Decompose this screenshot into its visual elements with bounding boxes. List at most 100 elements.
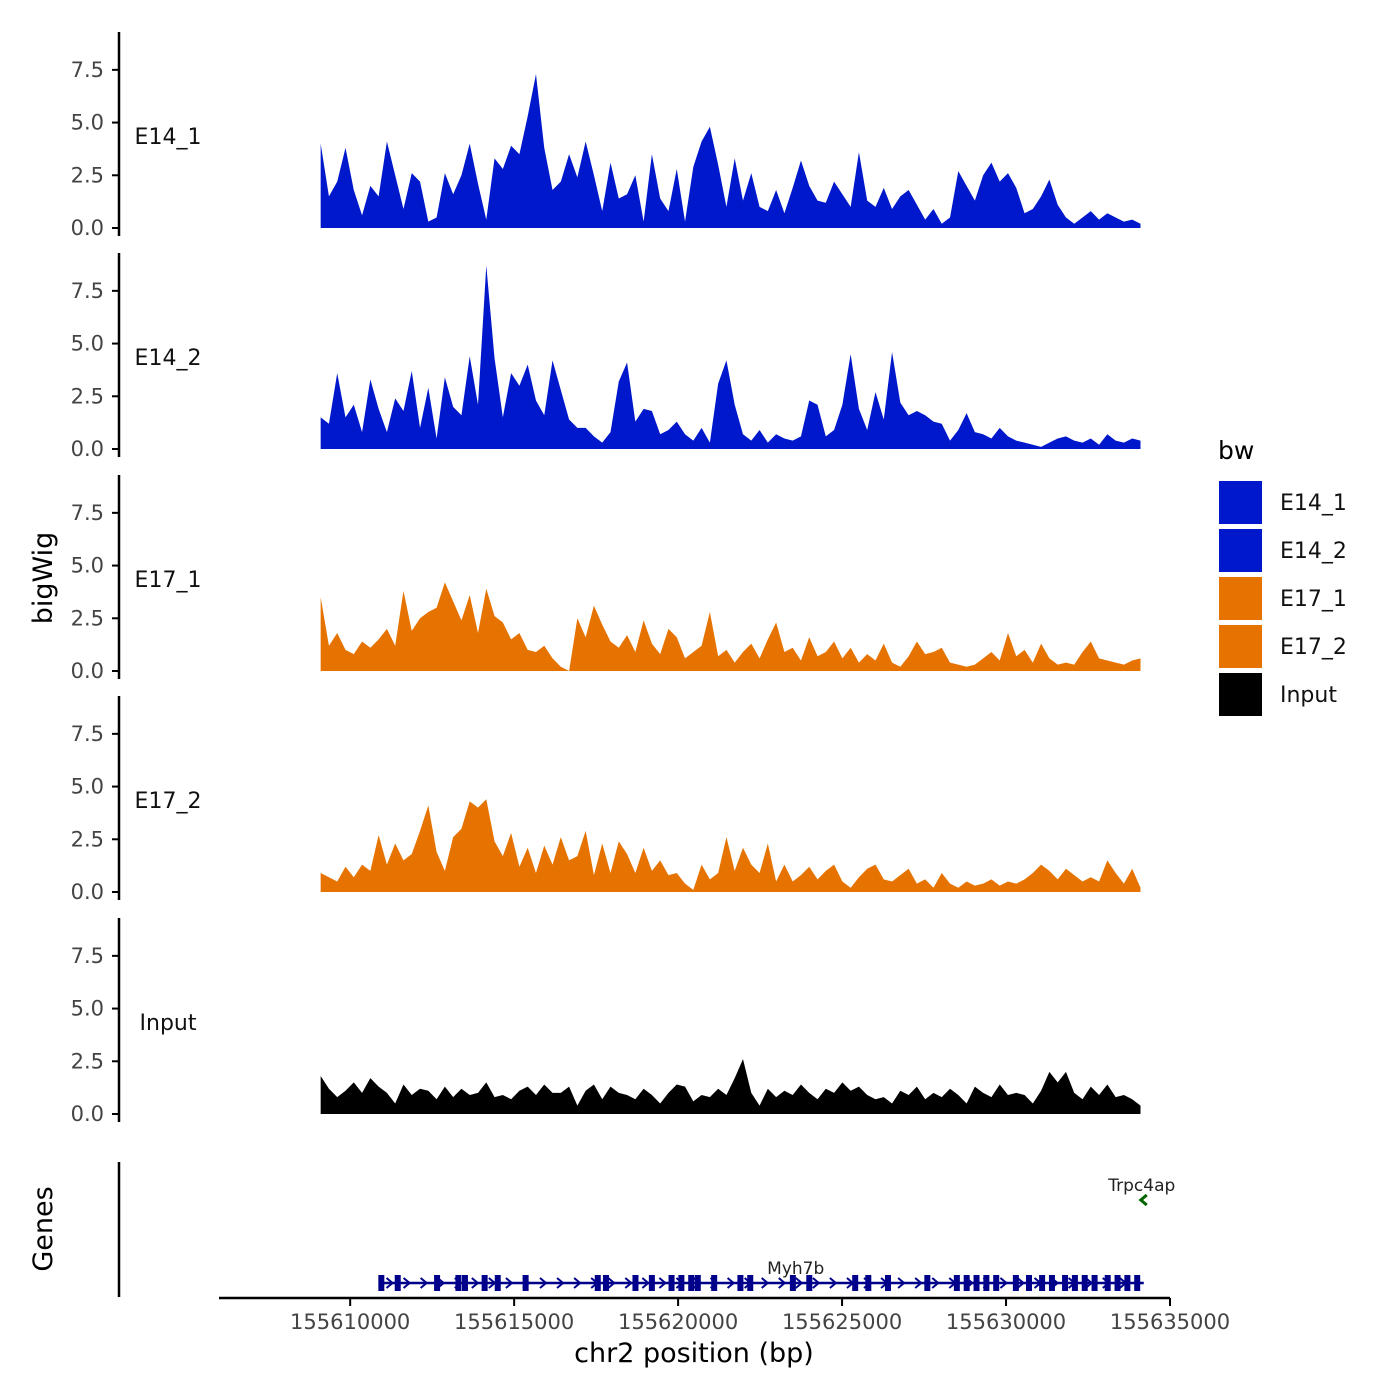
signal-area-E14_2 bbox=[320, 265, 1141, 449]
x-axis: 155610000 155615000 155620000 155625000 1556… bbox=[219, 1296, 1230, 1334]
legend-label: E17_2 bbox=[1280, 635, 1347, 660]
y-tick-label: 5.0 bbox=[71, 554, 104, 578]
strand-arrow bbox=[385, 1277, 395, 1289]
exon bbox=[1025, 1275, 1032, 1291]
gene-Trpc4ap: Trpc4ap bbox=[1107, 1176, 1175, 1207]
y-tick-label: 5.0 bbox=[71, 775, 104, 799]
exon bbox=[1114, 1275, 1121, 1291]
track-label: E14_1 bbox=[135, 125, 202, 150]
y-tick-label: 5.0 bbox=[71, 111, 104, 135]
exon bbox=[694, 1275, 701, 1291]
exon bbox=[1124, 1275, 1131, 1291]
exon bbox=[481, 1275, 488, 1291]
y-axis-title: bigWig bbox=[28, 532, 59, 625]
signal-tracks: 0.0 2.5 5.0 7.5 E14_1 0.0 2.5 5.0 7.5 E14_2 0.0 2.5… bbox=[71, 32, 1141, 1126]
strand-arrow bbox=[812, 1277, 821, 1289]
exon bbox=[963, 1275, 970, 1291]
exon bbox=[711, 1275, 718, 1291]
x-tick-label: 155630000 bbox=[946, 1310, 1066, 1334]
strand-arrow bbox=[931, 1277, 940, 1289]
exon bbox=[1071, 1275, 1078, 1291]
exon bbox=[1091, 1275, 1098, 1291]
strand-arrow bbox=[778, 1277, 787, 1289]
strand-arrow bbox=[897, 1277, 906, 1289]
track-Input: 0.0 2.5 5.0 7.5 Input bbox=[71, 918, 1141, 1126]
track-label: E17_1 bbox=[135, 568, 202, 593]
y-tick-label: 0.0 bbox=[71, 880, 104, 904]
signal-area-E17_1 bbox=[320, 582, 1141, 671]
track-label: Input bbox=[140, 1011, 197, 1036]
y-tick-label: 7.5 bbox=[71, 501, 104, 525]
exon bbox=[632, 1275, 639, 1291]
exon bbox=[737, 1275, 744, 1291]
gene-Myh7b: Myh7b bbox=[378, 1259, 1144, 1291]
exon bbox=[461, 1275, 468, 1291]
strand-arrow bbox=[539, 1277, 548, 1289]
strand-arrow bbox=[607, 1277, 616, 1289]
strand-arrow bbox=[402, 1277, 412, 1289]
legend-title: bw bbox=[1218, 436, 1254, 465]
exon bbox=[602, 1275, 609, 1291]
exon bbox=[1081, 1275, 1088, 1291]
strand-arrow bbox=[1016, 1277, 1026, 1289]
strand-arrow bbox=[726, 1277, 736, 1289]
strand-arrow bbox=[505, 1277, 514, 1289]
legend: bw E14_1 E14_2 E17_1 E17_2 Input bbox=[1217, 436, 1347, 718]
exon bbox=[594, 1275, 601, 1291]
legend-swatch-E17_1 bbox=[1217, 575, 1264, 622]
legend-swatch-E14_2 bbox=[1217, 527, 1264, 574]
y-tick-label: 7.5 bbox=[71, 722, 104, 746]
exon bbox=[378, 1275, 385, 1291]
y-tick-label: 2.5 bbox=[71, 606, 104, 630]
track-E14_1: 0.0 2.5 5.0 7.5 E14_1 bbox=[71, 32, 1141, 240]
exon bbox=[884, 1275, 891, 1291]
y-tick-label: 2.5 bbox=[71, 163, 104, 187]
y-tick-label: 0.0 bbox=[71, 659, 104, 683]
exon bbox=[1039, 1275, 1046, 1291]
track-label: E14_2 bbox=[135, 346, 202, 371]
y-tick-label: 7.5 bbox=[71, 58, 104, 82]
gene-label: Myh7b bbox=[767, 1259, 824, 1279]
y-tick-label: 5.0 bbox=[71, 997, 104, 1021]
x-tick-label: 155625000 bbox=[782, 1310, 902, 1334]
genes-panel: Myh7b Trpc4ap bbox=[117, 1162, 1175, 1297]
y-tick-label: 5.0 bbox=[71, 332, 104, 356]
strand-arrow bbox=[573, 1277, 582, 1289]
x-tick-label: 155620000 bbox=[618, 1310, 738, 1334]
strand-arrow bbox=[829, 1277, 838, 1289]
signal-area-Input bbox=[320, 1059, 1141, 1114]
strand-arrow bbox=[761, 1277, 770, 1289]
legend-label: E14_2 bbox=[1280, 539, 1347, 564]
exon bbox=[953, 1275, 960, 1291]
legend-swatch-E17_2 bbox=[1217, 623, 1264, 670]
strand-arrow bbox=[914, 1277, 923, 1289]
strand-arrow bbox=[419, 1277, 429, 1289]
signal-area-E17_2 bbox=[320, 799, 1141, 892]
exon bbox=[747, 1275, 754, 1291]
strand-arrow bbox=[641, 1277, 650, 1289]
x-tick-label: 155610000 bbox=[290, 1310, 410, 1334]
exon bbox=[1012, 1275, 1019, 1291]
y-tick-label: 2.5 bbox=[71, 827, 104, 851]
exon bbox=[852, 1275, 859, 1291]
exon bbox=[993, 1275, 1000, 1291]
y-tick-label: 2.5 bbox=[71, 1049, 104, 1073]
strand-arrow bbox=[999, 1277, 1008, 1289]
exon bbox=[455, 1275, 462, 1291]
exon bbox=[1062, 1275, 1069, 1291]
x-tick-label: 155615000 bbox=[454, 1310, 574, 1334]
legend-swatch-E14_1 bbox=[1217, 479, 1264, 526]
exon bbox=[1048, 1275, 1055, 1291]
y-tick-label: 0.0 bbox=[71, 437, 104, 461]
strand-arrow bbox=[1138, 1193, 1148, 1207]
exon bbox=[789, 1275, 796, 1291]
exon bbox=[494, 1275, 501, 1291]
genes-axis-title: Genes bbox=[28, 1186, 59, 1271]
exon bbox=[522, 1275, 529, 1291]
exon bbox=[924, 1275, 931, 1291]
exon bbox=[973, 1275, 980, 1291]
legend-label: Input bbox=[1280, 683, 1337, 708]
exon bbox=[678, 1275, 685, 1291]
strand-arrow bbox=[658, 1277, 667, 1289]
